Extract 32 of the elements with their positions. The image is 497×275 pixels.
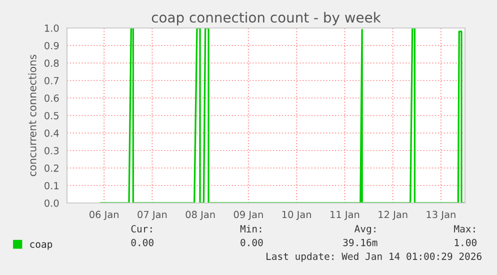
text: Avg: — [354, 225, 376, 234]
text: Max: — [454, 225, 475, 232]
x-tick-label: 10 Jan — [282, 210, 311, 220]
legend-label: coap — [30, 242, 52, 250]
y-axis-title: concurrent connections — [28, 54, 36, 176]
line-series — [99, 28, 465, 203]
x-tick-label: 11 Jan — [330, 210, 360, 220]
x-tick-label: 07 Jan — [138, 210, 167, 220]
y-tick-label: 0.4 — [44, 129, 59, 137]
text: 0.00 — [240, 238, 263, 246]
text: 1.00 — [454, 238, 476, 246]
y-tick-label: 0.1 — [44, 182, 58, 190]
x-tick-label: 12 Jan — [378, 210, 408, 220]
text: Cur: — [131, 225, 152, 232]
y-tick-label: 0.2 — [44, 164, 58, 172]
x-tick-label: 13 Jan — [426, 210, 456, 220]
y-tick-label: 1.0 — [44, 24, 59, 32]
y-tick-label: 0.7 — [44, 76, 59, 84]
y-tick-label: 0.5 — [44, 112, 59, 120]
text: Last update: Wed Jan 14 01:00:29 2026 — [266, 252, 482, 262]
x-tick-label: 06 Jan — [90, 210, 118, 220]
chart-title: coap connection count - by week — [152, 12, 381, 26]
text: Min: — [240, 224, 262, 232]
y-tick-label: 0.9 — [44, 42, 59, 50]
text: 39.16m — [343, 238, 378, 246]
y-tick-label: 0.6 — [44, 94, 59, 102]
x-tick-label: 09 Jan — [234, 210, 263, 220]
y-tick-label: 0.0 — [44, 199, 59, 207]
x-tick-label: 08 Jan — [186, 210, 215, 220]
y-tick-label: 0.8 — [44, 59, 59, 67]
y-tick-label: 0.3 — [44, 146, 59, 154]
text: 0.00 — [131, 238, 154, 246]
